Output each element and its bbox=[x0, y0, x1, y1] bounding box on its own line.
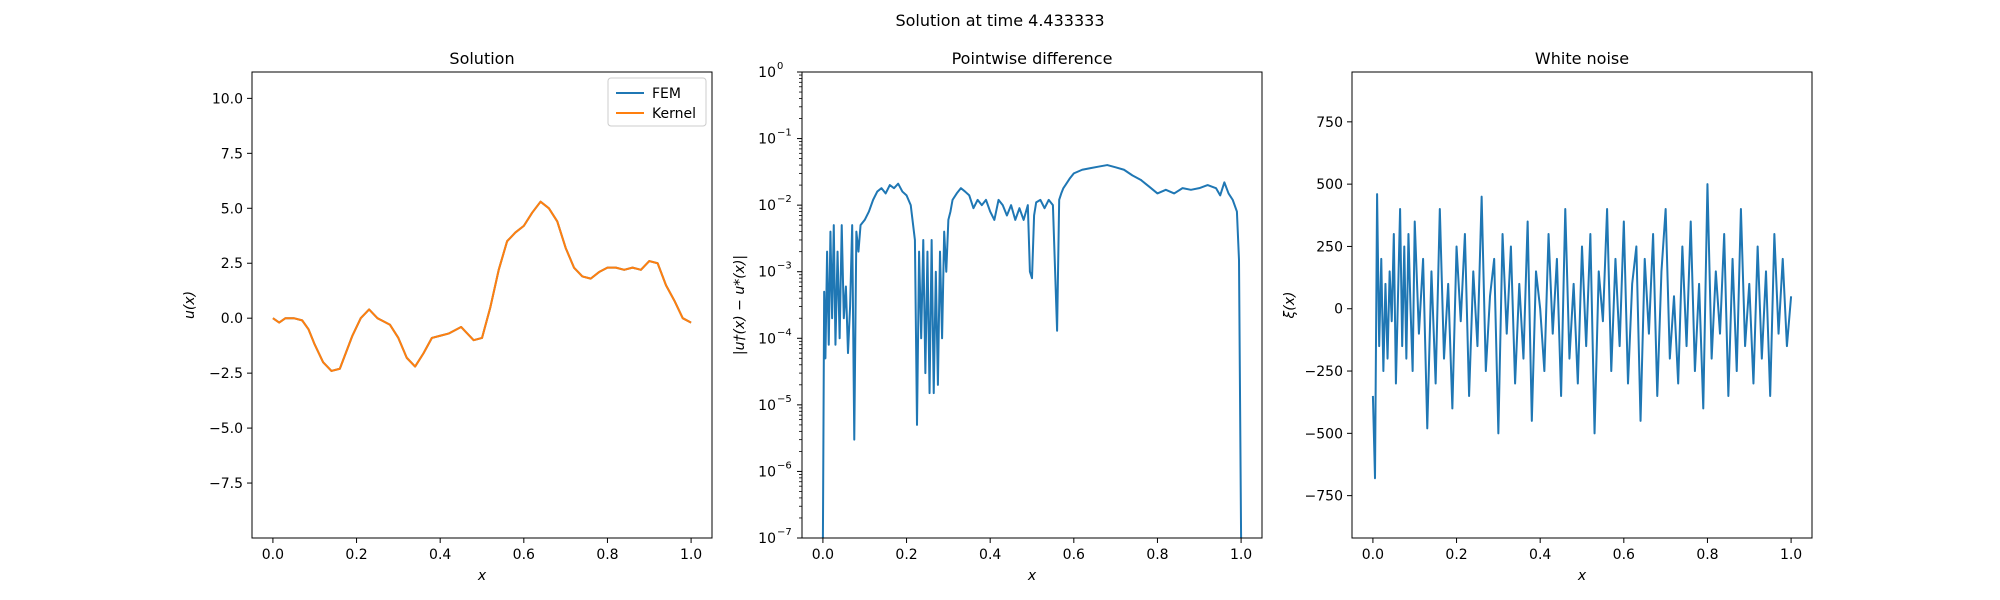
x-tick-label: 0.6 bbox=[1613, 547, 1635, 563]
x-tick-label: 0.0 bbox=[812, 547, 834, 563]
chart-title: Solution bbox=[449, 49, 514, 68]
series-line-kernel bbox=[272, 200, 692, 372]
y-tick-exponent: −4 bbox=[777, 327, 792, 338]
x-tick-label: 0.8 bbox=[1146, 547, 1168, 563]
x-axis-label: x bbox=[1577, 568, 1587, 584]
y-tick-label: 250 bbox=[1316, 239, 1343, 255]
x-tick-label: 0.4 bbox=[429, 547, 451, 563]
x-tick-label: 0.4 bbox=[1529, 547, 1551, 563]
y-tick-label: 5.0 bbox=[221, 201, 243, 217]
x-tick-label: 0.0 bbox=[262, 547, 284, 563]
y-tick-label: 10 bbox=[758, 531, 776, 547]
series-group bbox=[821, 164, 1243, 538]
legend: FEM Kernel bbox=[607, 77, 707, 127]
series-group bbox=[1371, 183, 1793, 480]
series-group bbox=[272, 200, 692, 372]
y-tick-label: 10 bbox=[758, 265, 776, 281]
y-tick-label: 10 bbox=[758, 65, 776, 81]
y-axis-label: |u†(x) − u*(x)| bbox=[732, 255, 748, 355]
y-tick-exponent: −3 bbox=[777, 261, 792, 272]
y-tick-label: 10.0 bbox=[212, 91, 243, 107]
y-tick-label: 2.5 bbox=[221, 256, 243, 272]
x-tick-label: 0.8 bbox=[596, 547, 618, 563]
y-tick-label: 7.5 bbox=[221, 146, 243, 162]
y-tick-label: 10 bbox=[758, 198, 776, 214]
x-tick-label: 0.8 bbox=[1696, 547, 1718, 563]
y-tick-label: −7.5 bbox=[209, 476, 243, 492]
chart-panel-1: Solution 0.0 0.2 0.4 0.6 0.8 1.0 −7.5 −5.0 −2.5 0.… bbox=[182, 49, 713, 584]
y-tick-label: −2.5 bbox=[209, 366, 243, 382]
chart-panel-2: Pointwise difference 0.0 0.2 0.4 0.6 0.8 1.0 10… bbox=[732, 49, 1263, 584]
x-tick-label: 0.2 bbox=[895, 547, 917, 563]
x-axis-label: x bbox=[1027, 568, 1037, 584]
x-tick-label: 0.0 bbox=[1362, 547, 1384, 563]
figure-suptitle: Solution at time 4.433333 bbox=[895, 11, 1104, 30]
plot-frame bbox=[801, 71, 1263, 539]
y-tick-label: 0 bbox=[1334, 302, 1343, 318]
x-tick-label: 0.6 bbox=[1063, 547, 1085, 563]
legend-label-fem: FEM bbox=[652, 86, 681, 102]
y-tick-exponent: −2 bbox=[777, 194, 792, 205]
plot-frame bbox=[251, 71, 713, 539]
x-axis-label: x bbox=[477, 568, 487, 584]
x-tick-label: 1.0 bbox=[1780, 547, 1802, 563]
y-tick-label: −500 bbox=[1305, 426, 1343, 442]
y-tick-label: −5.0 bbox=[209, 421, 243, 437]
x-tick-label: 0.4 bbox=[979, 547, 1001, 563]
series-line-fem bbox=[272, 200, 692, 372]
y-tick-label: 10 bbox=[758, 331, 776, 347]
y-tick-label: 10 bbox=[758, 398, 776, 414]
x-tick-label: 0.2 bbox=[1445, 547, 1467, 563]
chart-title: Pointwise difference bbox=[952, 49, 1113, 68]
y-tick-label: 10 bbox=[758, 132, 776, 148]
y-tick-exponent: −5 bbox=[777, 394, 792, 405]
y-tick-label: 750 bbox=[1316, 115, 1343, 131]
y-tick-label: 10 bbox=[758, 464, 776, 480]
legend-label-kernel: Kernel bbox=[652, 106, 696, 122]
chart-title: White noise bbox=[1535, 49, 1629, 68]
x-tick-label: 1.0 bbox=[1230, 547, 1252, 563]
y-tick-label: 0.0 bbox=[221, 311, 243, 327]
x-tick-label: 1.0 bbox=[680, 547, 702, 563]
y-axis-label: u(x) bbox=[182, 291, 198, 319]
x-tick-label: 0.6 bbox=[513, 547, 535, 563]
plot-frame bbox=[1351, 71, 1813, 539]
y-tick-label: −750 bbox=[1305, 489, 1343, 505]
chart-panel-3: White noise 0.0 0.2 0.4 0.6 0.8 1.0 −750 −500 −25… bbox=[1282, 49, 1813, 584]
y-axis-label: ξ(x) bbox=[1282, 291, 1298, 319]
series-line-1 bbox=[1371, 183, 1793, 480]
y-tick-exponent: −7 bbox=[777, 527, 792, 538]
y-tick-label: 500 bbox=[1316, 177, 1343, 193]
y-tick-exponent: 0 bbox=[777, 61, 783, 72]
y-tick-exponent: −6 bbox=[777, 460, 792, 471]
y-tick-label: −250 bbox=[1305, 364, 1343, 380]
plots-group: Solution 0.0 0.2 0.4 0.6 0.8 1.0 −7.5 −5.0 −2.5 0.… bbox=[182, 49, 1813, 584]
y-tick-exponent: −1 bbox=[777, 128, 792, 139]
x-tick-label: 0.2 bbox=[345, 547, 367, 563]
series-line-1 bbox=[821, 164, 1243, 538]
